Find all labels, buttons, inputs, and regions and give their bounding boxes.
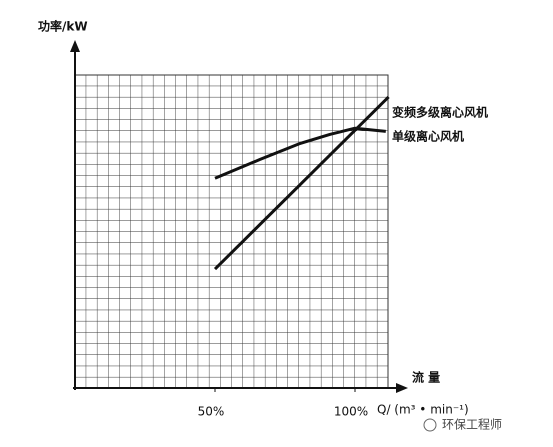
x-tick-label: 100% xyxy=(334,405,368,419)
grid xyxy=(74,74,389,389)
line xyxy=(214,126,386,180)
x-arrow xyxy=(396,383,408,393)
series-label: 变频多级离心风机 xyxy=(392,105,488,120)
y-axis-label: 功率/kW xyxy=(38,19,88,34)
watermark-icon xyxy=(423,418,437,432)
x-axis-label: 流 量 xyxy=(412,370,440,385)
y-arrow xyxy=(70,40,80,52)
watermark: 环保工程师 xyxy=(442,417,502,432)
line xyxy=(213,95,390,271)
x-tick-label: 50% xyxy=(198,405,225,419)
x-axis-unit: Q/ (m³ • min⁻¹) xyxy=(377,403,469,417)
series-label: 单级离心风机 xyxy=(392,129,464,144)
